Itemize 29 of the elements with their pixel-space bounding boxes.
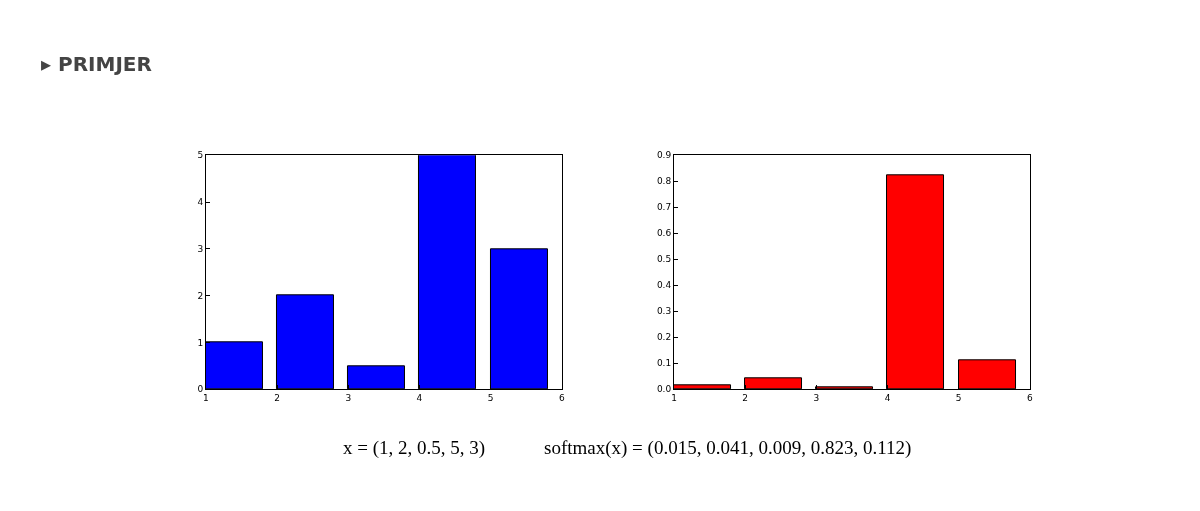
x-tick-label: 3: [345, 393, 352, 404]
y-tick-label: 5: [197, 150, 204, 161]
y-tick-label: 0.1: [656, 358, 672, 369]
y-tick-label: 0: [197, 384, 204, 395]
x-tick-label: 6: [558, 393, 565, 404]
y-tick-label: 0.0: [656, 384, 672, 395]
x-axis-title: x = (1, 2, 0.5, 5, 3): [343, 437, 486, 459]
y-tick-label: 0.4: [656, 280, 672, 291]
y-tick-label: 3: [197, 244, 204, 255]
y-tick-label: 0.5: [656, 254, 672, 265]
chart-title: ▸ PRIMJER: [41, 52, 152, 76]
x-tick-label: 5: [487, 393, 494, 404]
x-axis-title: softmax(x) = (0.015, 0.041, 0.009, 0.823, 0.112): [544, 437, 912, 459]
y-tick-label: 0.2: [656, 332, 672, 343]
y-tick-label: 0.9: [656, 150, 672, 161]
x-tick-label: 2: [742, 393, 749, 404]
y-tick-label: 2: [197, 290, 204, 301]
y-tick-label: 0.3: [656, 306, 672, 317]
y-tick-label: 0.8: [656, 176, 672, 187]
y-tick-label: 0.7: [656, 202, 672, 213]
y-tick-label: 0.6: [656, 228, 672, 239]
x-tick-label: 6: [1026, 393, 1033, 404]
y-tick-label: 4: [197, 197, 204, 208]
y-tick-label: 1: [197, 337, 204, 348]
x-tick-label: 3: [813, 393, 820, 404]
x-tick-label: 4: [416, 393, 423, 404]
x-tick-label: 4: [884, 393, 891, 404]
x-tick-label: 2: [274, 393, 281, 404]
x-tick-label: 5: [955, 393, 962, 404]
